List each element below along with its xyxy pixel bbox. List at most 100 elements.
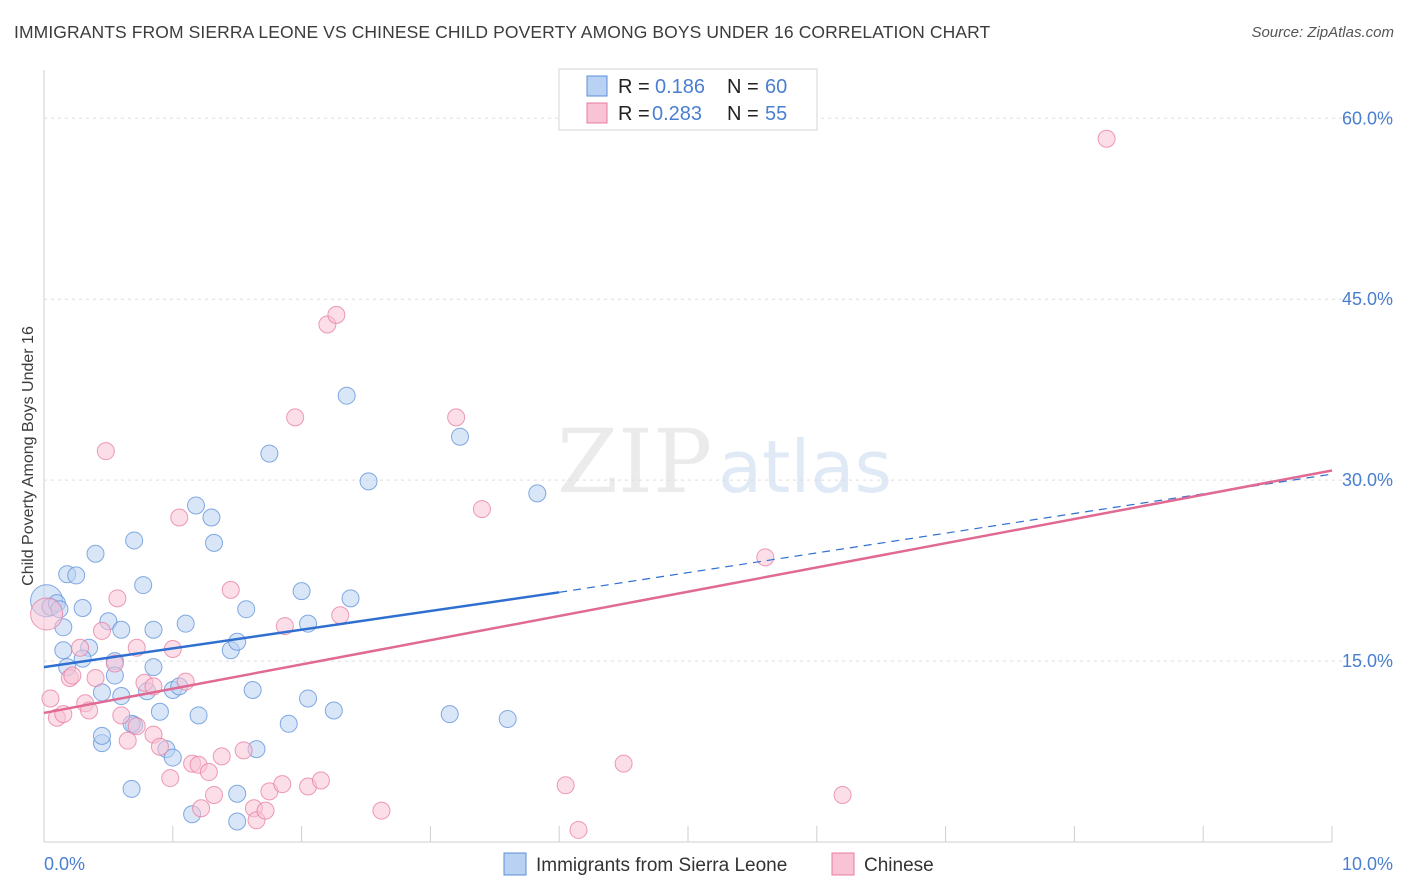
sierra-leone-point-32 <box>186 496 205 515</box>
chinese-point-5 <box>63 666 82 685</box>
watermark-zip: ZIP <box>557 410 712 513</box>
legend-n-value-1: 60 <box>765 76 787 98</box>
chinese-point-51 <box>614 754 633 773</box>
chinese-point-13 <box>108 589 127 608</box>
chinese-point-31 <box>212 747 231 766</box>
sierra-leone-point-41 <box>228 812 247 831</box>
legend-n-label-1: N = <box>727 76 759 98</box>
chinese-point-24 <box>170 508 189 527</box>
chinese-point-45 <box>331 606 350 625</box>
chinese-point-22 <box>161 769 180 788</box>
legend-swatch-sierra-leone <box>586 75 608 97</box>
y-tick-label-15: 15.0% <box>1342 651 1393 671</box>
chinese-point-11 <box>96 442 115 461</box>
chart-source: Source: ZipAtlas.com <box>1251 24 1394 41</box>
chinese-point-32 <box>221 580 240 599</box>
chinese-point-33 <box>234 741 253 760</box>
chinese-point-46 <box>372 801 391 820</box>
bottom-legend-swatch-chinese <box>831 852 855 876</box>
sierra-leone-trend-line <box>43 591 560 669</box>
chinese-point-52 <box>756 548 775 567</box>
chinese-point-17 <box>127 717 146 736</box>
chinese-point-49 <box>556 776 575 795</box>
chart-title: IMMIGRANTS FROM SIERRA LEONE VS CHINESE … <box>14 22 991 42</box>
chinese-point-53 <box>833 785 852 804</box>
sierra-leone-point-57 <box>92 726 111 745</box>
trend-lines <box>43 469 1333 715</box>
sierra-leone-point-54 <box>528 484 547 503</box>
sierra-leone-point-7 <box>73 598 92 617</box>
sierra-leone-point-29 <box>176 614 195 633</box>
sierra-leone-point-38 <box>243 681 262 700</box>
chinese-point-54 <box>1097 129 1116 148</box>
sierra-leone-point-30 <box>163 748 182 767</box>
sierra-leone-point-42 <box>260 444 279 463</box>
sierra-leone-point-51 <box>440 705 459 724</box>
sierra-leone-point-6 <box>67 566 86 585</box>
sierra-leone-point-47 <box>324 701 343 720</box>
chinese-point-47 <box>447 408 466 427</box>
x-tick-label-max: 10.0% <box>1342 854 1393 874</box>
chinese-point-10 <box>92 621 111 640</box>
chinese-point-44 <box>327 305 346 324</box>
sierra-leone-point-40 <box>228 784 247 803</box>
legend-swatch-chinese <box>586 102 608 124</box>
watermark-atlas: atlas <box>718 425 892 509</box>
legend-n-value-2: 55 <box>765 103 787 125</box>
chinese-point-28 <box>192 799 211 818</box>
sierra-leone-point-52 <box>451 427 470 446</box>
sierra-leone-point-17 <box>134 576 153 595</box>
sierra-leone-point-37 <box>237 600 256 619</box>
x-ticks <box>43 826 1333 842</box>
bottom-legend-label-chinese: Chinese <box>864 855 934 876</box>
sierra-leone-point-10 <box>54 641 73 660</box>
sierra-leone-point-31 <box>189 706 208 725</box>
chinese-point-42 <box>311 771 330 790</box>
bottom-legend-swatch-sierra-leone <box>503 852 527 876</box>
sierra-leone-point-34 <box>205 533 224 552</box>
chinese-point-40 <box>286 408 305 427</box>
legend-r-value-1: 0.186 <box>655 76 705 98</box>
chinese-point-38 <box>273 775 292 794</box>
sierra-leone-point-50 <box>359 472 378 491</box>
sierra-leone-point-43 <box>279 714 298 733</box>
sierra-leone-point-44 <box>292 582 311 601</box>
chinese-trend-line <box>43 469 1333 715</box>
bottom-legend-label-sierra-leone: Immigrants from Sierra Leone <box>536 855 787 876</box>
y-tick-label-60: 60.0% <box>1342 108 1393 128</box>
sierra-leone-point-53 <box>498 709 517 728</box>
sierra-leone-point-19 <box>144 658 163 677</box>
chinese-point-9 <box>86 668 105 687</box>
watermark: ZIP atlas <box>557 410 892 513</box>
legend-r-label-1: R = <box>618 76 650 98</box>
gridlines <box>44 117 1393 662</box>
chinese-point-15 <box>118 731 137 750</box>
chinese-point-48 <box>472 500 491 519</box>
sierra-leone-point-15 <box>112 620 131 639</box>
x-tick-label-min: 0.0% <box>44 854 85 874</box>
chinese-point-0 <box>30 597 64 631</box>
data-points <box>30 129 1116 839</box>
y-axis-label: Child Poverty Among Boys Under 16 <box>20 326 37 586</box>
sierra-leone-point-33 <box>202 508 221 527</box>
y-tick-label-30: 30.0% <box>1342 470 1393 490</box>
chinese-point-1 <box>41 689 60 708</box>
y-tick-label-45: 45.0% <box>1342 289 1393 309</box>
chinese-point-12 <box>105 654 124 673</box>
chinese-point-21 <box>150 737 169 756</box>
chinese-point-6 <box>71 638 90 657</box>
legend-n-label-2: N = <box>727 103 759 125</box>
bottom-legend: Immigrants from Sierra Leone Chinese <box>503 852 934 876</box>
sierra-leone-point-49 <box>341 589 360 608</box>
legend: R = 0.186 N = 60 R = 0.283 N = 55 <box>558 68 818 131</box>
chinese-point-30 <box>205 785 224 804</box>
sierra-leone-point-36 <box>228 632 247 651</box>
chinese-point-14 <box>112 706 131 725</box>
sierra-leone-point-16 <box>125 531 144 550</box>
sierra-leone-point-58 <box>122 779 141 798</box>
sierra-leone-point-25 <box>150 702 169 721</box>
legend-r-label-2: R = <box>618 103 650 125</box>
sierra-leone-point-9 <box>86 544 105 563</box>
chinese-point-36 <box>256 801 275 820</box>
